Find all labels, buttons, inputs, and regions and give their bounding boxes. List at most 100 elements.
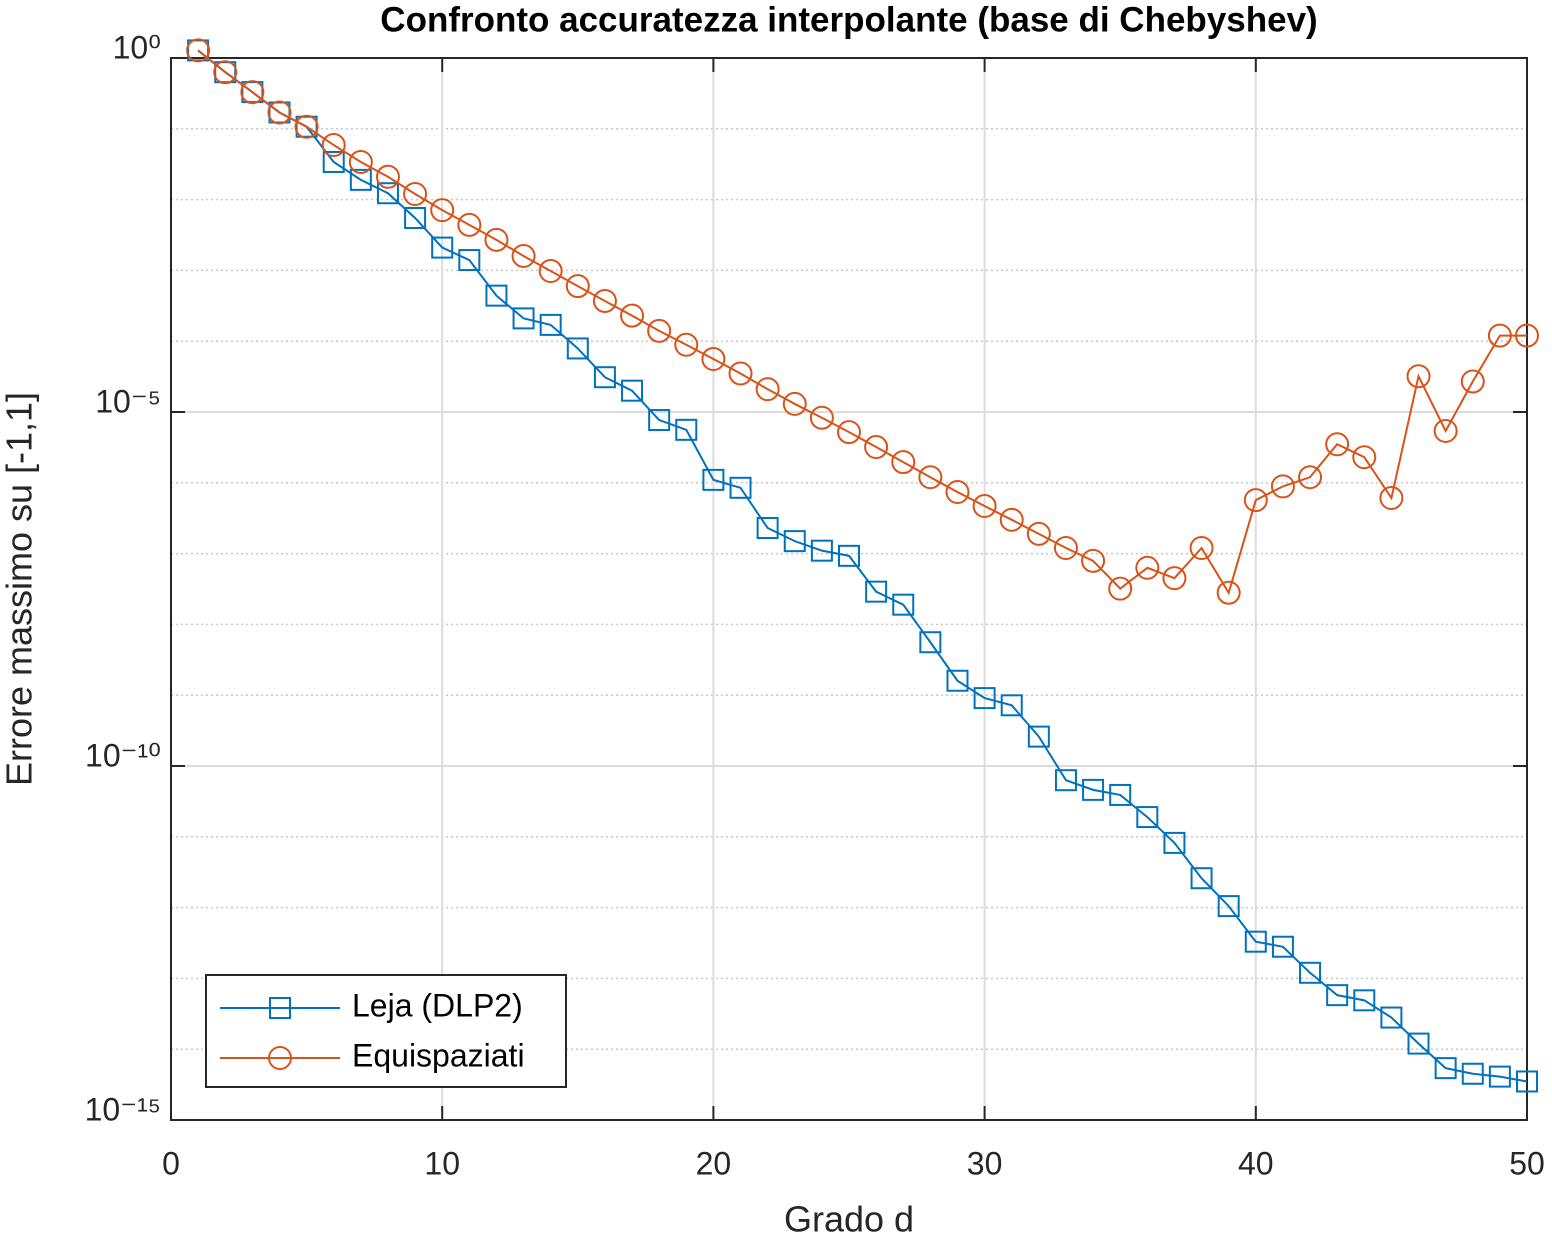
marker — [1353, 989, 1376, 1012]
marker — [348, 149, 373, 174]
marker — [782, 391, 807, 416]
marker — [945, 480, 970, 505]
x-axis-label: Grado d — [784, 1199, 914, 1240]
marker — [1216, 580, 1241, 605]
series-line — [197, 49, 1528, 1083]
marker — [1054, 769, 1077, 792]
marker — [511, 243, 536, 268]
marker — [457, 212, 482, 237]
marker — [1488, 1065, 1511, 1088]
marker — [1190, 867, 1213, 890]
marker — [1082, 778, 1105, 801]
marker — [1379, 485, 1404, 510]
marker — [1433, 418, 1458, 443]
marker — [1163, 831, 1186, 854]
marker — [403, 181, 428, 206]
marker — [1270, 474, 1295, 499]
marker — [484, 227, 509, 252]
marker — [810, 539, 833, 562]
marker — [865, 580, 888, 603]
marker — [864, 435, 889, 460]
y-tick-label: 10⁻¹⁵ — [85, 1091, 161, 1127]
plot-frame — [170, 57, 1528, 1121]
marker — [375, 164, 400, 189]
marker — [593, 366, 616, 389]
y-tick-label: 10⁻⁵ — [95, 383, 161, 419]
marker — [1162, 566, 1187, 591]
x-tick-label: 20 — [696, 1145, 732, 1181]
legend-label: Equispaziati — [352, 1037, 525, 1073]
marker — [213, 60, 238, 85]
marker — [376, 182, 399, 205]
marker — [349, 168, 372, 191]
x-tick-label: 30 — [967, 1145, 1003, 1181]
marker — [1000, 694, 1023, 717]
marker — [892, 593, 915, 616]
marker — [430, 198, 455, 223]
marker — [999, 507, 1024, 532]
marker — [675, 418, 698, 441]
marker — [1026, 521, 1051, 546]
marker — [1244, 930, 1267, 953]
marker — [512, 307, 535, 330]
marker — [1460, 369, 1485, 394]
marker — [1406, 364, 1431, 389]
marker — [837, 420, 861, 445]
x-tick-label: 40 — [1238, 1145, 1274, 1181]
marker — [1515, 323, 1539, 348]
marker — [702, 468, 725, 491]
marker — [485, 284, 508, 307]
marker — [1487, 323, 1512, 348]
marker — [240, 80, 265, 105]
marker — [620, 303, 645, 328]
marker — [1380, 1006, 1403, 1029]
marker — [294, 114, 319, 139]
marker — [1299, 961, 1322, 984]
marker — [539, 313, 562, 336]
marker — [458, 249, 481, 272]
marker — [1326, 984, 1349, 1007]
marker — [1027, 725, 1050, 748]
marker — [1298, 465, 1323, 490]
legend-box — [205, 974, 567, 1088]
series-line — [197, 49, 1527, 596]
marker — [267, 100, 292, 125]
marker — [1325, 432, 1350, 457]
marker — [648, 409, 671, 432]
legend-marker — [269, 997, 291, 1019]
marker — [1053, 535, 1078, 560]
marker — [321, 133, 346, 158]
marker — [1081, 548, 1106, 573]
marker — [729, 476, 752, 499]
x-tick-label: 0 — [162, 1145, 180, 1181]
marker — [1434, 1057, 1457, 1080]
marker — [891, 450, 916, 475]
marker — [701, 347, 726, 372]
y-tick-label: 10⁰ — [113, 29, 161, 65]
marker — [1136, 806, 1159, 829]
marker — [1135, 555, 1160, 580]
legend: Leja (DLP2) Equispaziati — [205, 974, 567, 1088]
marker — [756, 516, 779, 539]
x-tick-label: 50 — [1509, 1145, 1545, 1181]
marker — [728, 361, 753, 386]
x-tick-label: 10 — [424, 1145, 460, 1181]
legend-label: Leja (DLP2) — [352, 987, 523, 1023]
marker — [1407, 1032, 1430, 1055]
y-axis-label: Errore massimo su [-1,1] — [0, 392, 40, 786]
marker — [566, 337, 589, 360]
marker — [1352, 445, 1377, 470]
marker — [1189, 535, 1214, 560]
marker — [1217, 895, 1240, 918]
marker — [647, 318, 672, 343]
marker — [621, 379, 644, 402]
chart-title: Confronto accuratezza interpolante (base… — [380, 0, 1317, 39]
marker — [431, 236, 454, 259]
marker — [838, 544, 860, 567]
marker — [1108, 576, 1133, 601]
marker — [322, 150, 345, 173]
marker — [946, 669, 969, 692]
marker — [1516, 1070, 1538, 1093]
